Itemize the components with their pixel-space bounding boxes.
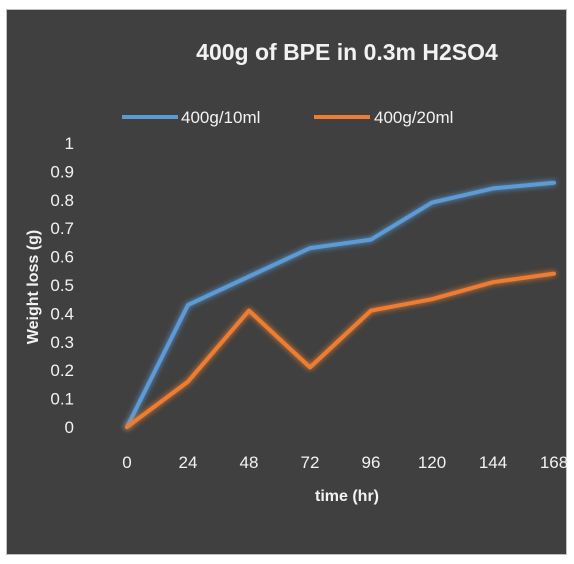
x-tick-label: 96 [362, 453, 381, 472]
y-tick-label: 0 [65, 418, 74, 437]
x-tick-label: 72 [301, 453, 320, 472]
y-tick-label: 0.1 [50, 390, 74, 409]
x-tick-label: 144 [479, 453, 507, 472]
y-axis-title: Weight loss (g) [25, 230, 42, 344]
y-tick-label: 1 [65, 134, 74, 153]
y-tick-label: 0.4 [50, 304, 74, 323]
x-tick-label: 168 [540, 453, 568, 472]
legend: 400g/10ml 400g/20ml [122, 108, 453, 127]
y-tick-label: 0.3 [50, 333, 74, 352]
chart-title: 400g of BPE in 0.3m H2SO4 [196, 39, 498, 65]
x-tick-label: 0 [122, 453, 131, 472]
legend-label-10ml: 400g/10ml [181, 108, 260, 127]
x-tick-label: 120 [418, 453, 446, 472]
chart-area [6, 9, 567, 555]
series-lines [125, 180, 556, 429]
series-line-1 [125, 180, 556, 429]
series-line-2 [125, 271, 556, 429]
y-tick-label: 0.2 [50, 361, 74, 380]
y-axis-ticks: 0 0.1 0.2 0.3 0.4 0.5 0.6 0.7 0.8 0.9 1 [50, 134, 74, 437]
legend-label-20ml: 400g/20ml [374, 108, 453, 127]
x-tick-label: 24 [179, 453, 198, 472]
y-tick-label: 0.7 [50, 219, 74, 238]
y-tick-label: 0.5 [50, 276, 74, 295]
y-tick-label: 0.8 [50, 191, 74, 210]
x-axis-ticks: 0 24 48 72 96 120 144 168 [122, 453, 568, 472]
y-tick-label: 0.9 [50, 162, 74, 181]
y-tick-label: 0.6 [50, 248, 74, 267]
x-axis-title: time (hr) [315, 488, 379, 505]
x-tick-label: 48 [240, 453, 259, 472]
